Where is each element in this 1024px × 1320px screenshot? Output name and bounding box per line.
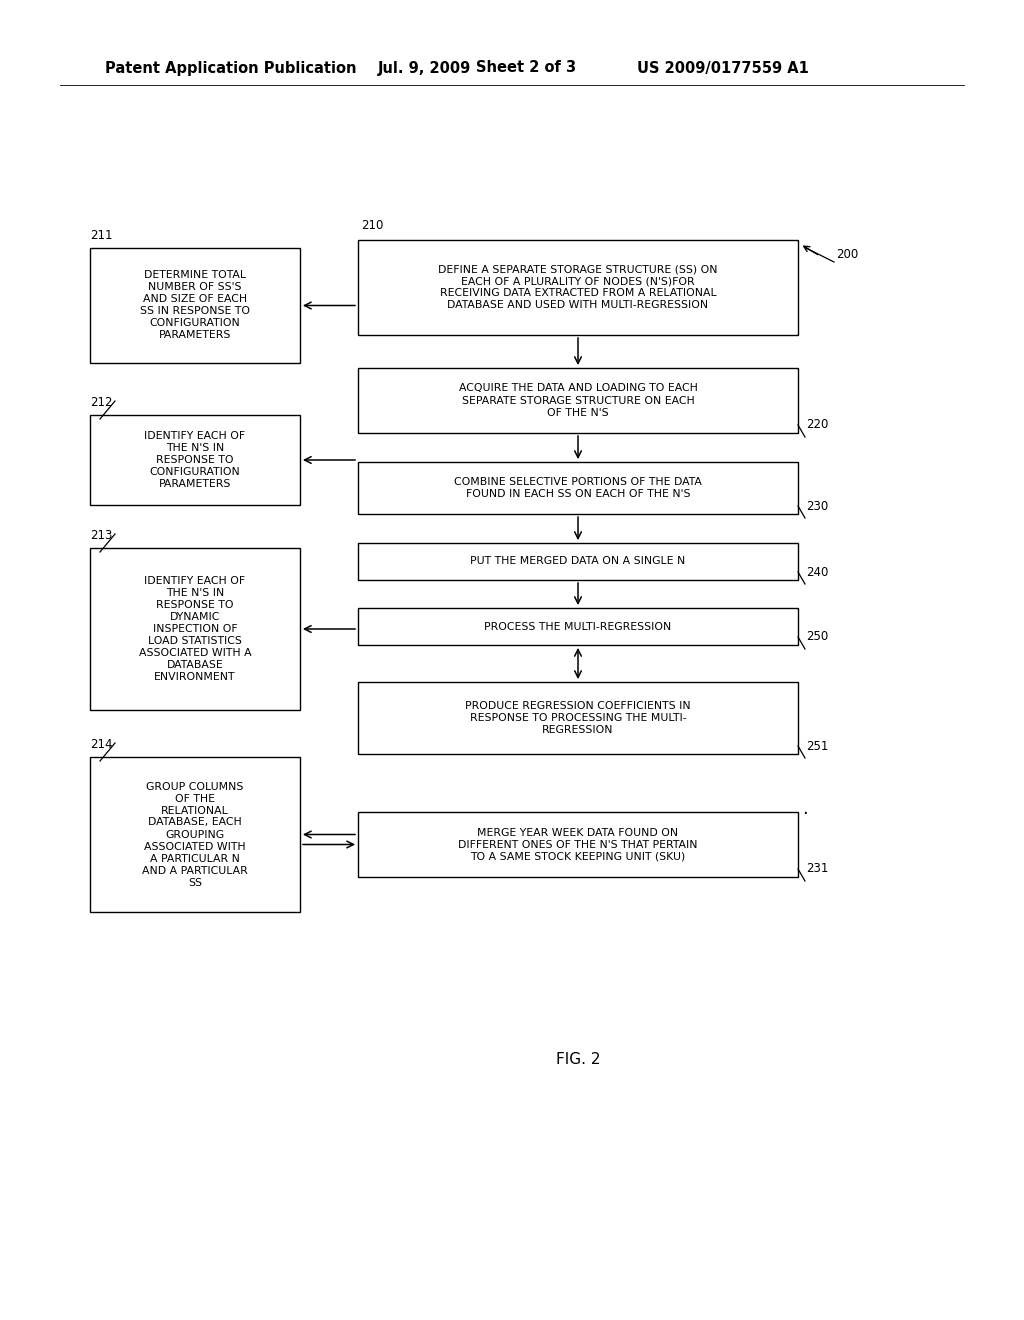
Text: 251: 251 <box>806 739 828 752</box>
Text: 214: 214 <box>90 738 113 751</box>
Bar <box>90 756 300 912</box>
Bar <box>358 368 798 433</box>
Text: 212: 212 <box>90 396 113 409</box>
Text: MERGE YEAR WEEK DATA FOUND ON
DIFFERENT ONES OF THE N'S THAT PERTAIN
TO A SAME S: MERGE YEAR WEEK DATA FOUND ON DIFFERENT … <box>459 828 697 862</box>
Bar <box>90 414 300 506</box>
Text: PUT THE MERGED DATA ON A SINGLE N: PUT THE MERGED DATA ON A SINGLE N <box>470 557 686 566</box>
Bar <box>358 812 798 876</box>
Bar <box>90 548 300 710</box>
Text: Sheet 2 of 3: Sheet 2 of 3 <box>476 61 577 75</box>
Text: 240: 240 <box>806 565 828 578</box>
Text: Patent Application Publication: Patent Application Publication <box>105 61 356 75</box>
Bar <box>90 248 300 363</box>
Text: 213: 213 <box>90 529 113 543</box>
Text: 211: 211 <box>90 228 113 242</box>
Text: 220: 220 <box>806 418 828 432</box>
Bar <box>358 240 798 335</box>
Text: IDENTIFY EACH OF
THE N'S IN
RESPONSE TO
CONFIGURATION
PARAMETERS: IDENTIFY EACH OF THE N'S IN RESPONSE TO … <box>144 432 246 488</box>
Text: 230: 230 <box>806 499 828 512</box>
Bar <box>358 462 798 513</box>
Text: 250: 250 <box>806 631 828 644</box>
Text: DETERMINE TOTAL
NUMBER OF SS'S
AND SIZE OF EACH
SS IN RESPONSE TO
CONFIGURATION
: DETERMINE TOTAL NUMBER OF SS'S AND SIZE … <box>140 271 250 341</box>
Text: US 2009/0177559 A1: US 2009/0177559 A1 <box>637 61 809 75</box>
Text: IDENTIFY EACH OF
THE N'S IN
RESPONSE TO
DYNAMIC
INSPECTION OF
LOAD STATISTICS
AS: IDENTIFY EACH OF THE N'S IN RESPONSE TO … <box>138 576 251 682</box>
Text: COMBINE SELECTIVE PORTIONS OF THE DATA
FOUND IN EACH SS ON EACH OF THE N'S: COMBINE SELECTIVE PORTIONS OF THE DATA F… <box>454 477 701 499</box>
Text: 231: 231 <box>806 862 828 875</box>
Text: Jul. 9, 2009: Jul. 9, 2009 <box>378 61 471 75</box>
Text: PRODUCE REGRESSION COEFFICIENTS IN
RESPONSE TO PROCESSING THE MULTI-
REGRESSION: PRODUCE REGRESSION COEFFICIENTS IN RESPO… <box>465 701 691 735</box>
Text: 210: 210 <box>361 219 383 232</box>
Text: PROCESS THE MULTI-REGRESSION: PROCESS THE MULTI-REGRESSION <box>484 622 672 631</box>
Text: 200: 200 <box>836 248 858 260</box>
Bar <box>358 609 798 645</box>
Text: DEFINE A SEPARATE STORAGE STRUCTURE (SS) ON
EACH OF A PLURALITY OF NODES (N'S)FO: DEFINE A SEPARATE STORAGE STRUCTURE (SS)… <box>438 264 718 310</box>
Text: ACQUIRE THE DATA AND LOADING TO EACH
SEPARATE STORAGE STRUCTURE ON EACH
OF THE N: ACQUIRE THE DATA AND LOADING TO EACH SEP… <box>459 384 697 417</box>
Text: FIG. 2: FIG. 2 <box>556 1052 600 1068</box>
Text: .: . <box>802 800 808 818</box>
Bar <box>358 543 798 579</box>
Text: GROUP COLUMNS
OF THE
RELATIONAL
DATABASE, EACH
GROUPING
ASSOCIATED WITH
A PARTIC: GROUP COLUMNS OF THE RELATIONAL DATABASE… <box>142 781 248 887</box>
Bar <box>358 682 798 754</box>
